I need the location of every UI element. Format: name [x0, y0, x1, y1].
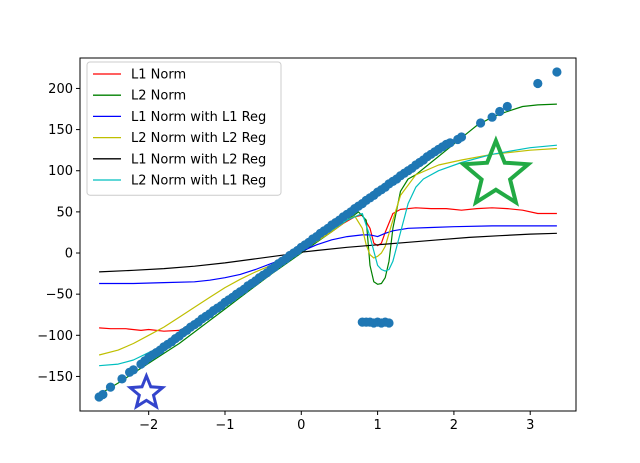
data-point [105, 382, 116, 392]
data-point [476, 118, 486, 128]
data-point [533, 78, 543, 89]
data-point [502, 101, 512, 112]
legend-label: L2 Norm [131, 89, 186, 104]
legend: L1 Norm L2 Norm L1 Norm with L1 Reg L2 Norm… [86, 61, 282, 196]
x-tick-label: 2 [450, 418, 458, 433]
y-tick-label: −150 [37, 370, 73, 385]
data-point [495, 106, 505, 117]
y-tick-label: −50 [46, 288, 73, 303]
data-point [445, 138, 455, 148]
y-tick-label: 100 [48, 164, 73, 179]
x-axis: −2 −1 0 1 2 3 [139, 411, 534, 433]
y-tick-label: 50 [56, 205, 73, 220]
data-point [128, 365, 138, 375]
series-line-l1-norm-with-l1-reg [99, 225, 557, 285]
series-line-l1-norm-with-l2-reg [99, 232, 557, 273]
x-tick-label: −2 [139, 418, 158, 433]
y-tick-label: 0 [65, 247, 73, 262]
data-point [456, 132, 467, 142]
axes-frame [79, 57, 577, 412]
legend-label: L1 Norm with L2 Reg [131, 152, 266, 167]
legend-label: L2 Norm with L2 Reg [131, 131, 266, 146]
x-tick-label: 1 [373, 418, 381, 433]
x-tick-label: −1 [215, 418, 234, 433]
data-point [487, 112, 497, 122]
data-point [552, 67, 562, 77]
y-tick-label: −100 [37, 329, 73, 344]
legend-label: L2 Norm with L1 Reg [131, 174, 266, 189]
marker-layer [126, 135, 534, 410]
scatter-layer [94, 67, 562, 402]
legend-box [86, 61, 282, 196]
legend-label: L1 Norm [131, 68, 186, 83]
legend-label: L1 Norm with L1 Reg [131, 110, 266, 125]
data-point [117, 374, 127, 384]
data-point [98, 389, 108, 400]
y-tick-label: 200 [48, 82, 73, 97]
data-point [384, 318, 394, 328]
star-large-green-icon [458, 135, 534, 207]
y-tick-label: 150 [48, 123, 73, 138]
star-small-blue-icon [126, 371, 167, 410]
y-axis: −150 −100 −50 0 50 100 150 200 [37, 82, 80, 385]
x-tick-label: 3 [526, 418, 534, 433]
x-tick-label: 0 [297, 418, 305, 433]
